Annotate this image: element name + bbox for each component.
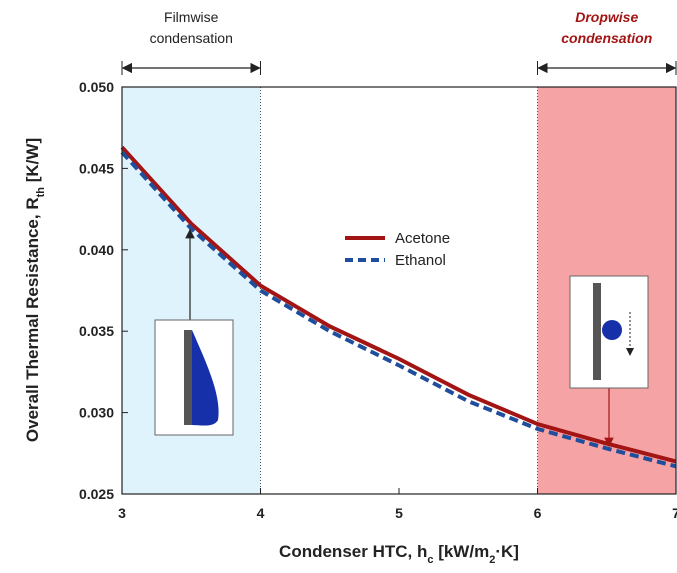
x-tick-label: 3 bbox=[118, 505, 126, 521]
ylabel_parts: Overall Thermal Resistance, Rth [K/W] bbox=[23, 138, 47, 442]
x-tick-label: 7 bbox=[672, 505, 677, 521]
legend-label: Ethanol bbox=[395, 252, 446, 269]
region-label: condensation bbox=[561, 30, 652, 46]
region-label: condensation bbox=[150, 30, 233, 46]
insets bbox=[154, 228, 649, 448]
ylabel_parts-part: [K/W] bbox=[23, 138, 42, 187]
y-tick-label: 0.035 bbox=[79, 323, 114, 339]
xlabel_parts-part: c bbox=[427, 554, 433, 566]
xlabel_parts-part: Condenser HTC, h bbox=[279, 542, 427, 561]
ylabel_parts-part: th bbox=[35, 187, 47, 198]
region-label: Dropwise bbox=[575, 9, 638, 25]
x-tick-label: 5 bbox=[395, 505, 403, 521]
xlabel_parts-part: ·K] bbox=[495, 542, 519, 561]
y-tick-label: 0.030 bbox=[79, 405, 114, 421]
y-tick-label: 0.025 bbox=[79, 486, 114, 502]
y-tick-label: 0.050 bbox=[79, 79, 114, 95]
plot-frame bbox=[121, 86, 677, 495]
xlabel_parts-part: 2 bbox=[489, 554, 495, 566]
series-line bbox=[120, 150, 677, 469]
series-line bbox=[120, 145, 677, 464]
xlabel_parts: Condenser HTC, hc [kW/m2·K] bbox=[279, 542, 519, 566]
y-tick-label: 0.040 bbox=[79, 242, 114, 258]
xlabel_parts-part: [kW/m bbox=[433, 542, 489, 561]
ylabel_parts-part: Overall Thermal Resistance, R bbox=[23, 197, 42, 442]
legend-label: Acetone bbox=[395, 230, 450, 247]
x-tick-label: 4 bbox=[257, 505, 265, 521]
x-tick-label: 6 bbox=[534, 505, 542, 521]
region-label: Filmwise bbox=[164, 9, 219, 25]
y-tick-label: 0.045 bbox=[79, 160, 114, 176]
